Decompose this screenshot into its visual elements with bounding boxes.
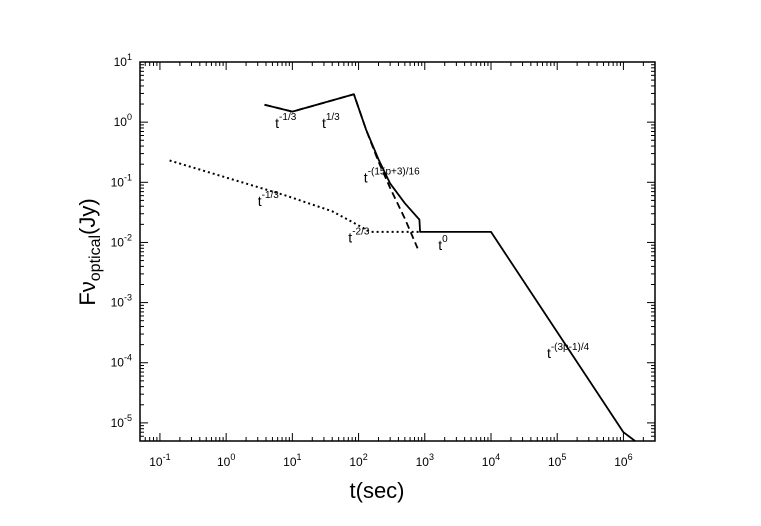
slope-annotation: t-1/3 bbox=[258, 190, 280, 209]
x-tick-label: 103 bbox=[416, 452, 434, 469]
y-axis-title-unit: (Jy) bbox=[75, 198, 100, 235]
y-tick-label: 100 bbox=[114, 112, 132, 129]
y-tick-label: 10-3 bbox=[111, 293, 132, 310]
series-layer bbox=[169, 93, 636, 442]
slope-annotation: t-2/3 bbox=[348, 226, 370, 245]
x-tick-label: 106 bbox=[614, 452, 632, 469]
x-tick-label: 10-1 bbox=[149, 452, 170, 469]
y-axis-title: Fνoptical(Jy) bbox=[75, 198, 104, 305]
y-tick-label: 10-1 bbox=[111, 172, 132, 189]
plot-frame bbox=[139, 61, 656, 442]
dashed-curve bbox=[264, 93, 419, 249]
y-tick-label: 10-5 bbox=[111, 413, 132, 430]
x-axis-title: t(sec) bbox=[350, 478, 405, 503]
y-tick-label: 101 bbox=[114, 52, 132, 69]
x-tick-label: 100 bbox=[217, 452, 235, 469]
axis-ticks bbox=[139, 61, 656, 441]
x-tick-label: 101 bbox=[283, 452, 301, 469]
slope-annotation: t-1/3 bbox=[275, 112, 297, 131]
solid-curve bbox=[264, 93, 636, 442]
y-tick-label: 10-4 bbox=[111, 353, 132, 370]
y-axis-title-main: Fν bbox=[75, 281, 100, 305]
slope-annotation: t0 bbox=[438, 234, 448, 253]
annotations-layer: t-1/3 t1/3 t-(15p+3)/16 t-1/3 t-2/3 t0 t-(3p-1… bbox=[258, 112, 590, 361]
slope-annotation: t-(3p-1)/4 bbox=[547, 342, 590, 361]
x-tick-label: 102 bbox=[349, 452, 367, 469]
dotted-curve bbox=[169, 159, 421, 233]
x-tick-label: 105 bbox=[548, 452, 566, 469]
axis-tick-labels: 10-1 100 101 102 103 104 105 106 10-5 10-4 10-3 10-… bbox=[111, 52, 633, 469]
slope-annotation: t1/3 bbox=[322, 112, 340, 131]
x-tick-label: 104 bbox=[482, 452, 500, 469]
y-axis-title-subscript: optical bbox=[87, 235, 104, 281]
y-tick-label: 10-2 bbox=[111, 232, 132, 249]
slope-annotation: t-(15p+3)/16 bbox=[364, 166, 420, 185]
